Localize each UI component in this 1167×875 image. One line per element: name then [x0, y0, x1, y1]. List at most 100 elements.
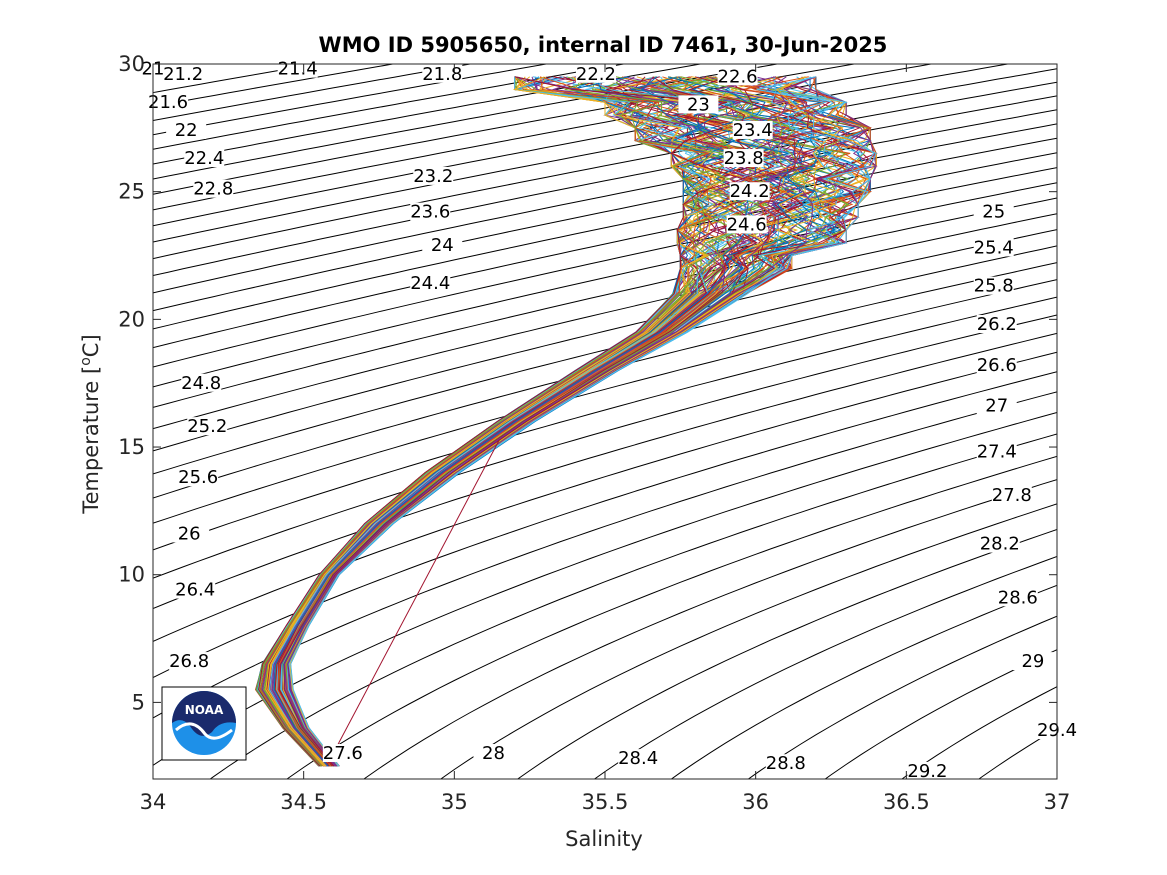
contour-label: 24: [431, 235, 454, 256]
contour-label-bg: [618, 749, 659, 768]
logo-gull: [175, 722, 233, 740]
x-tick-label: 34.5: [280, 790, 327, 814]
contour-label-bg: [997, 588, 1038, 607]
contour-label: 24.2: [730, 181, 770, 202]
contour-label: 24.8: [181, 373, 221, 394]
y-tick-label: 5: [132, 690, 145, 714]
profile-line: [267, 76, 730, 767]
contour-label-bg: [473, 744, 514, 763]
contour-label-bg: [178, 468, 219, 487]
x-tick-label: 36.5: [883, 790, 930, 814]
contour-label-bg: [732, 120, 773, 139]
contour-label: 26.8: [169, 651, 209, 672]
contour-label: 24.4: [410, 273, 450, 294]
x-tick-label: 37: [1044, 790, 1071, 814]
profile-line: [286, 76, 878, 767]
contour-label-bg: [973, 238, 1014, 257]
contour-label: 22.8: [193, 179, 233, 200]
contour-label-bg: [184, 149, 225, 168]
isopycnal-28-8: [747, 615, 1057, 779]
x-axis-ticks: 34 34.5 35 35.5 36 36.5 37: [140, 64, 1071, 814]
contour-label-bg: [166, 120, 207, 139]
contour-label: 21.4: [278, 59, 318, 80]
x-tick-label: 35.5: [582, 790, 629, 814]
isopycnal-29-4: [978, 728, 1057, 779]
isopycnal-28: [439, 503, 1057, 779]
contour-label: 23.2: [413, 166, 453, 187]
isopycnal-24-4: [153, 167, 1057, 368]
isopycnal-23-6: [153, 109, 1057, 294]
profile-line: [290, 76, 877, 767]
contour-label-bg: [169, 524, 210, 543]
contour-label-bg: [976, 442, 1017, 461]
isopycnal-21-6: [153, 64, 550, 136]
contour-label-bg: [717, 67, 758, 86]
contour-label-bg: [723, 149, 764, 168]
contour-label: 26.4: [175, 580, 215, 601]
contour-label-bg: [148, 92, 189, 111]
contour-label-bg: [422, 64, 463, 83]
isopycnal-24: [153, 137, 1057, 330]
isopycnal-23: [153, 68, 1057, 243]
contour-label-bg: [175, 580, 216, 599]
isopycnal-21-2: [153, 64, 396, 108]
noaa-logo: NOAA: [161, 686, 247, 761]
contour-label: 22.4: [184, 148, 224, 169]
isopycnal-21: [153, 64, 319, 94]
contour-label-bg: [976, 355, 1017, 374]
y-axis-label-degree: o: [78, 357, 94, 366]
y-tick-label: 30: [118, 52, 145, 76]
contour-label-bg: [765, 754, 806, 773]
contour-label-bg: [322, 744, 363, 763]
contour-label: 26.2: [977, 314, 1017, 335]
contour-label-bg: [678, 95, 719, 114]
y-axis-label: Temperature [oC]: [78, 334, 103, 514]
contour-label: 24.6: [727, 214, 767, 235]
profile-line: [258, 76, 745, 767]
contour-label: 25.2: [187, 416, 227, 437]
contour-label: 29.2: [907, 761, 947, 782]
contour-label: 28: [482, 743, 505, 764]
contour-label: 26.6: [977, 355, 1017, 376]
contour-label-bg: [187, 417, 228, 436]
y-tick-label: 20: [118, 307, 145, 331]
contour-label: 28.4: [618, 748, 658, 769]
isopycnal-28-6: [670, 584, 1057, 779]
y-axis-label-prefix: Temperature [: [79, 366, 103, 515]
contour-label: 27.6: [323, 743, 363, 764]
contour-label: 22.2: [576, 64, 616, 85]
contour-label: 25.4: [974, 237, 1014, 258]
contour-label-bg: [973, 276, 1014, 295]
contour-label: 27.4: [977, 442, 1017, 463]
isopycnal-28-4: [593, 555, 1057, 779]
logo-text: NOAA: [185, 703, 224, 717]
contour-label-bg: [410, 202, 451, 221]
isopycnal-29: [824, 649, 1057, 779]
y-axis-ticks: 5 10 15 20 25 30: [118, 52, 1057, 714]
contour-label: 28.8: [766, 753, 806, 774]
contour-label-bg: [193, 179, 234, 198]
contour-label: 28.2: [980, 534, 1020, 555]
contour-label: 21.8: [422, 64, 462, 85]
contour-label: 25.8: [974, 276, 1014, 297]
profile-line: [257, 76, 715, 767]
isopycnal-23-2: [153, 81, 1057, 260]
isopycnal-23-8: [153, 123, 1057, 312]
contour-label-bg: [726, 215, 767, 234]
contour-label: 23.6: [410, 202, 450, 223]
x-tick-label: 34: [140, 790, 167, 814]
contour-label-bg: [169, 652, 210, 671]
isopycnal-23-4: [153, 95, 1057, 277]
x-axis-label: Salinity: [565, 827, 643, 851]
isopycnal-28-2: [516, 528, 1057, 779]
contour-label-bg: [907, 761, 948, 780]
chart-title: WMO ID 5905650, internal ID 7461, 30-Jun…: [319, 33, 888, 57]
contour-label-bg: [973, 202, 1014, 221]
contour-label-bg: [979, 534, 1020, 553]
isopycnal-26-4: [153, 332, 1057, 610]
x-tick-label: 36: [742, 790, 769, 814]
profile-line: [263, 76, 734, 767]
